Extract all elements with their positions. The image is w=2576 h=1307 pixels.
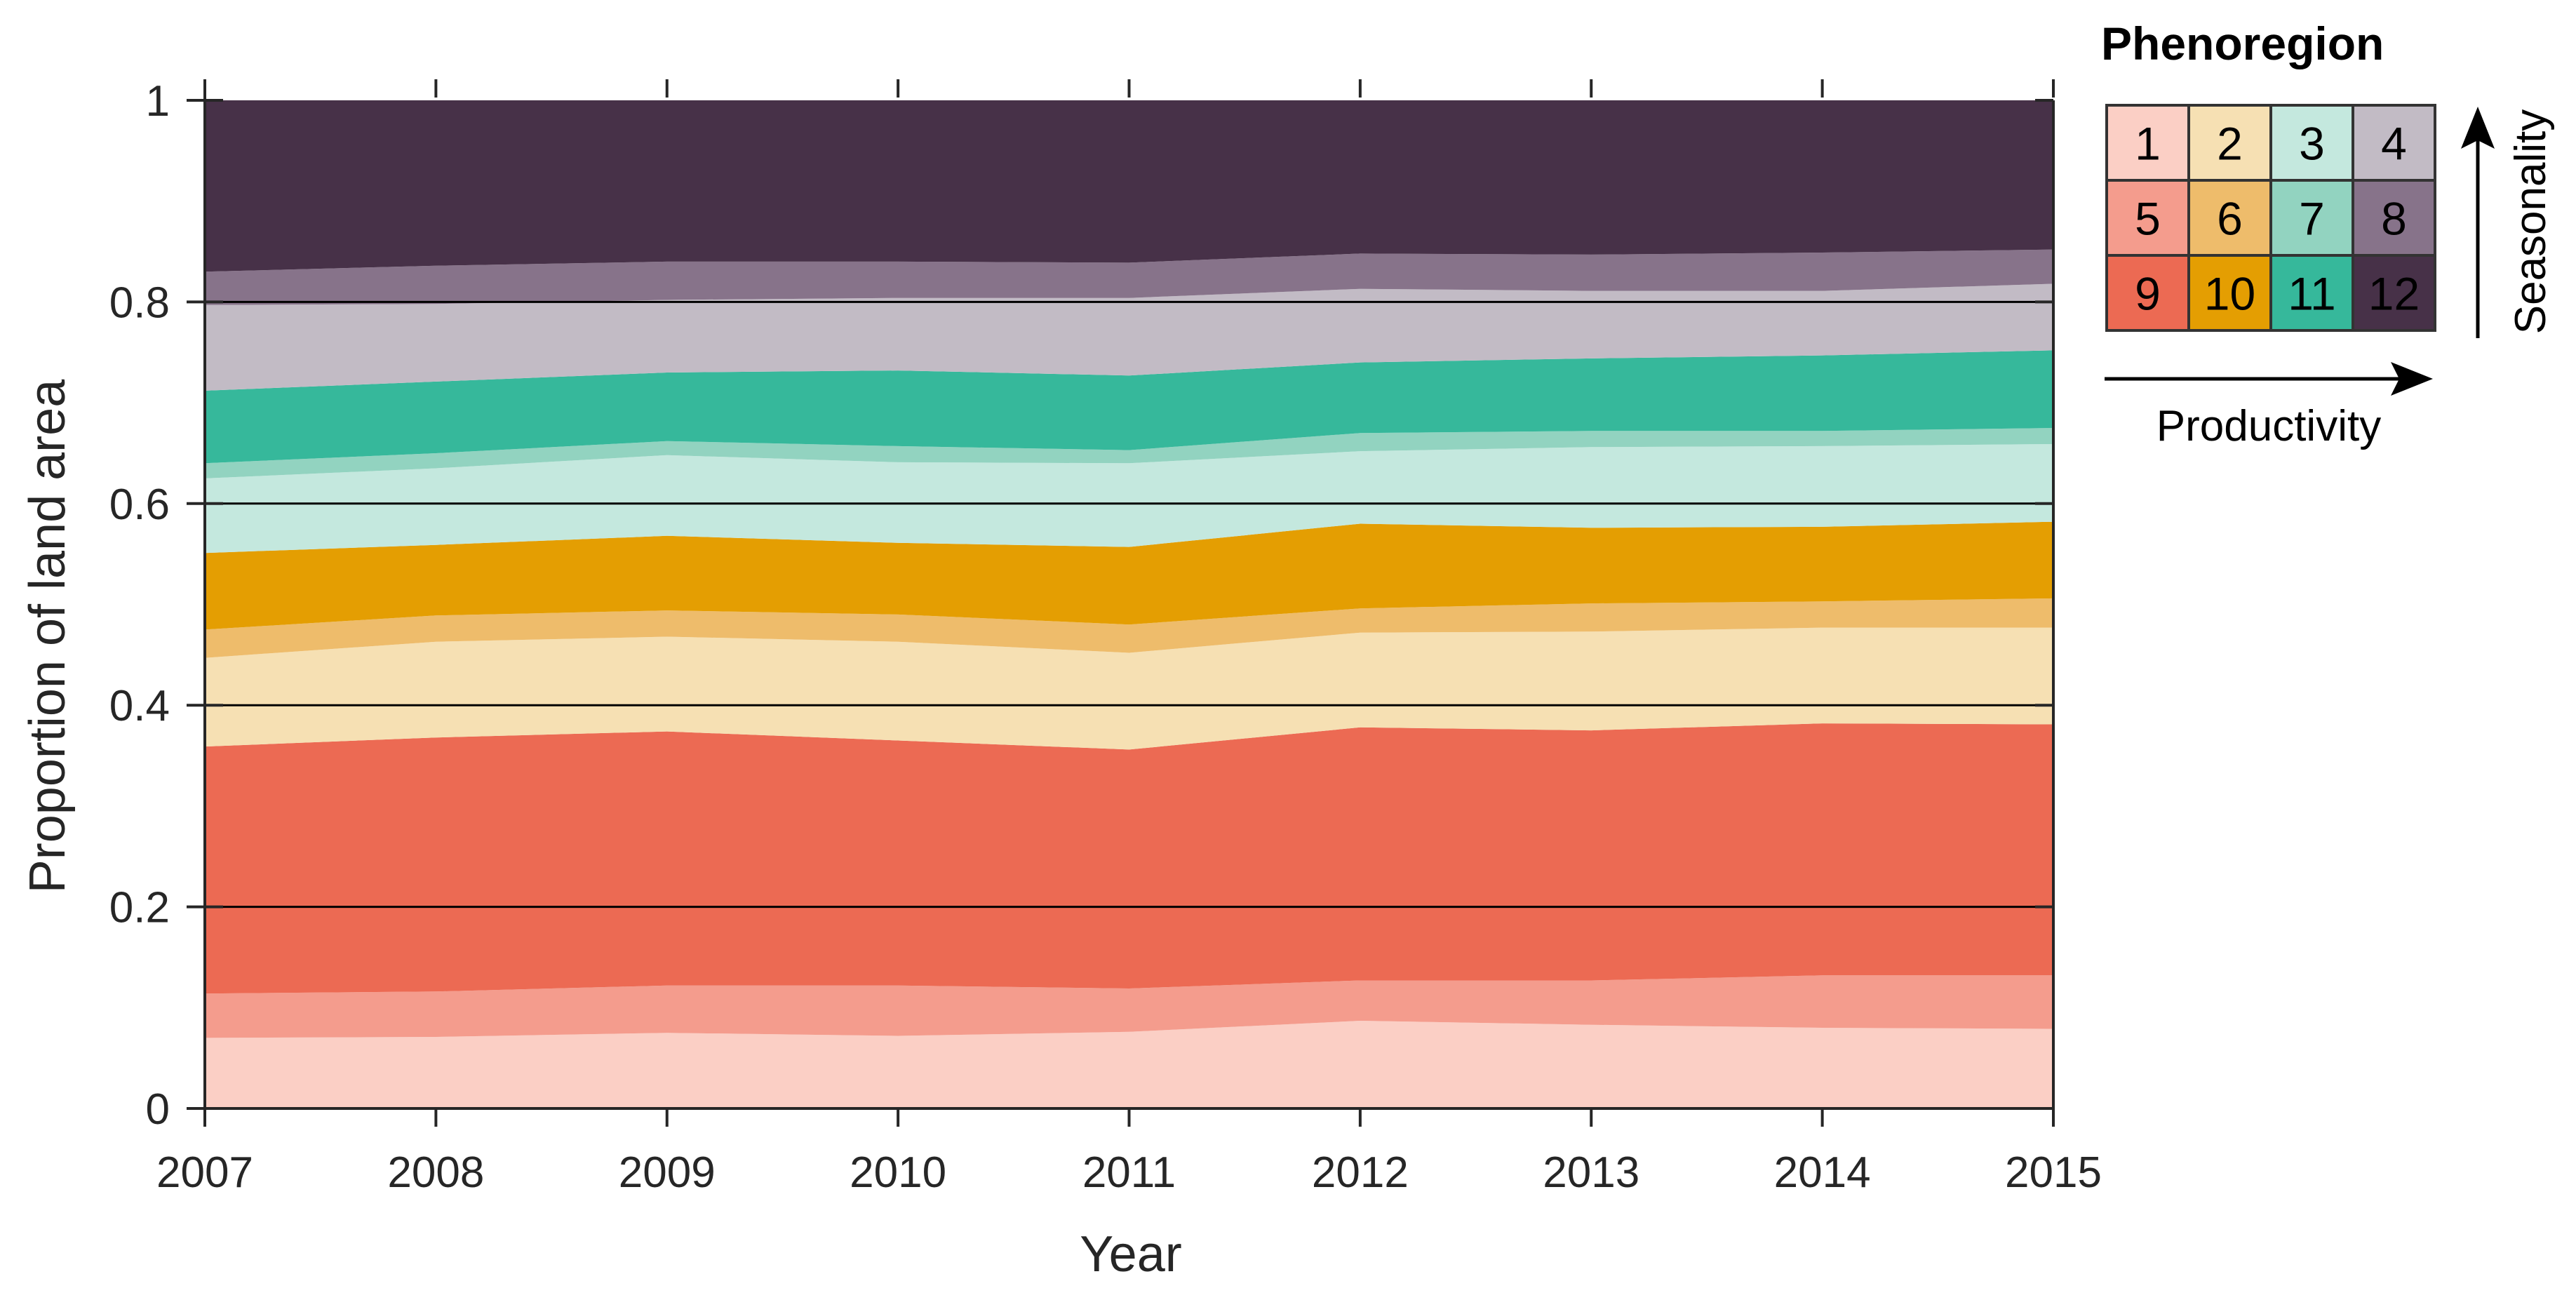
area-phenoregion-11: [205, 350, 2053, 464]
legend-cell-label: 9: [2135, 268, 2161, 320]
y-tick-label: 0.6: [109, 481, 170, 529]
area-phenoregion-1: [205, 1021, 2053, 1108]
legend-title: Phenoregion: [2101, 18, 2384, 69]
area-phenoregion-3: [205, 444, 2053, 554]
legend-cell-label: 1: [2135, 118, 2161, 170]
area-phenoregion-4: [205, 283, 2053, 391]
area-phenoregion-2: [205, 627, 2053, 750]
area-phenoregion-7: [205, 428, 2053, 478]
area-phenoregion-9: [205, 723, 2053, 994]
y-tick-label: 0.2: [109, 884, 170, 932]
legend-cell-12: [2352, 254, 2436, 332]
area-phenoregion-10: [205, 521, 2053, 630]
legend-cell-label: 2: [2217, 118, 2243, 170]
phenoregion-legend: Phenoregion 1 2 3 45 6 7 89 10 11 12 Productivity…: [2101, 18, 2555, 450]
legend-cell-label: 8: [2381, 193, 2407, 245]
x-tick-label: 2011: [1082, 1148, 1176, 1197]
legend-cell-1: [2105, 104, 2190, 182]
legend-cell-label: 11: [2288, 268, 2336, 320]
legend-cell-label: 3: [2299, 118, 2325, 170]
x-tick-label: 2008: [387, 1148, 484, 1197]
legend-cell-4: [2352, 104, 2436, 182]
legend-cell-5: [2105, 179, 2190, 257]
legend-cell-label: 7: [2299, 193, 2325, 245]
x-tick-label: 2013: [1543, 1148, 1639, 1197]
area-phenoregion-8: [205, 249, 2053, 305]
area-phenoregion-6: [205, 598, 2053, 658]
legend-cell-label: 6: [2217, 193, 2243, 245]
legend-cell-8: [2352, 179, 2436, 257]
y-tick-label: 0.8: [109, 279, 170, 327]
area-phenoregion-12: [205, 100, 2053, 272]
legend-cell-9: [2105, 254, 2190, 332]
legend-cell-label: 10: [2204, 268, 2255, 320]
legend-grid: 1 2 3 45 6 7 89 10 11 12: [2105, 104, 2436, 332]
x-tick-label: 2009: [619, 1148, 716, 1197]
gridlines: [205, 300, 2053, 909]
stacked-area-layers: [205, 100, 2053, 1108]
legend-cell-7: [2269, 179, 2354, 257]
axes: 0 0.2 0.4 0.6 0.8 1 2007 2008 2009 2010 2011 2012 20…: [109, 77, 2102, 1197]
legend-seasonality-label: Seasonality: [2507, 109, 2555, 335]
seasonality-arrow-icon: [2461, 107, 2495, 338]
x-tick-label: 2012: [1312, 1148, 1409, 1197]
x-tick-label: 2010: [850, 1148, 946, 1197]
x-tick-label: 2015: [2005, 1148, 2102, 1197]
legend-cell-label: 12: [2368, 268, 2420, 320]
y-tick-label: 0: [146, 1085, 170, 1134]
legend-cell-label: 5: [2135, 193, 2161, 245]
legend-cell-11: [2269, 254, 2354, 332]
y-tick-label: 0.4: [109, 682, 170, 730]
legend-cell-label: 4: [2381, 118, 2407, 170]
area-phenoregion-5: [205, 975, 2053, 1038]
legend-productivity-label: Productivity: [2156, 402, 2381, 450]
y-axis-title: Proportion of land area: [20, 379, 76, 893]
x-tick-label: 2014: [1774, 1148, 1871, 1197]
x-axis-title: Year: [1080, 1226, 1181, 1282]
x-tick-label: 2007: [156, 1148, 253, 1197]
y-tick-label: 1: [146, 77, 170, 126]
productivity-arrow-icon: [2105, 362, 2433, 396]
